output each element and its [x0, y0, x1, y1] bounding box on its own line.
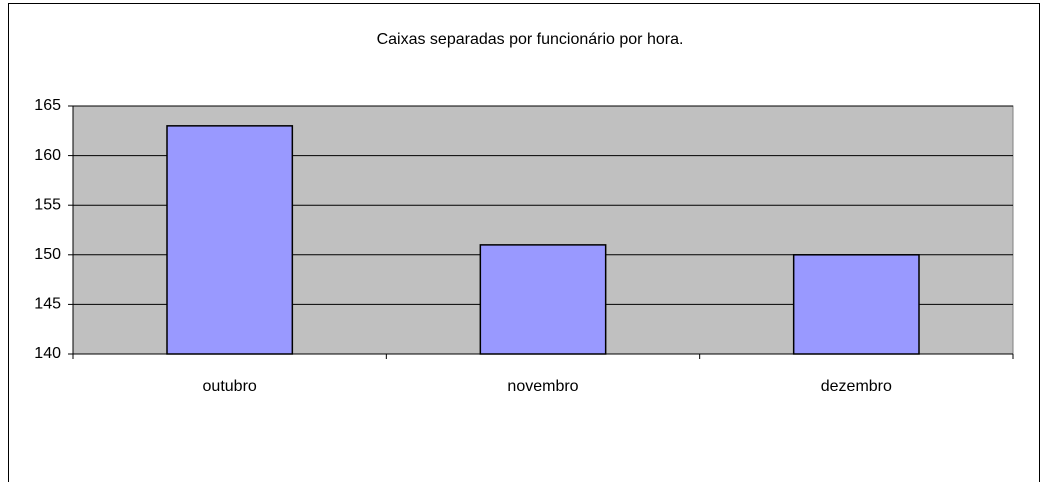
y-tick-label: 165	[34, 97, 61, 114]
y-tick-label: 140	[34, 345, 61, 362]
bar	[479, 244, 607, 355]
x-tick-label: outubro	[203, 378, 257, 395]
x-tick-label: novembro	[507, 378, 578, 395]
y-tick-label: 145	[34, 296, 61, 313]
bar	[166, 125, 294, 355]
x-tick-label: dezembro	[821, 378, 892, 395]
chart-title: Caixas separadas por funcionário por hor…	[377, 31, 684, 48]
y-tick-label: 160	[34, 147, 61, 164]
y-tick-label: 155	[34, 196, 61, 213]
bar	[792, 254, 920, 355]
y-tick-label: 150	[34, 246, 61, 263]
